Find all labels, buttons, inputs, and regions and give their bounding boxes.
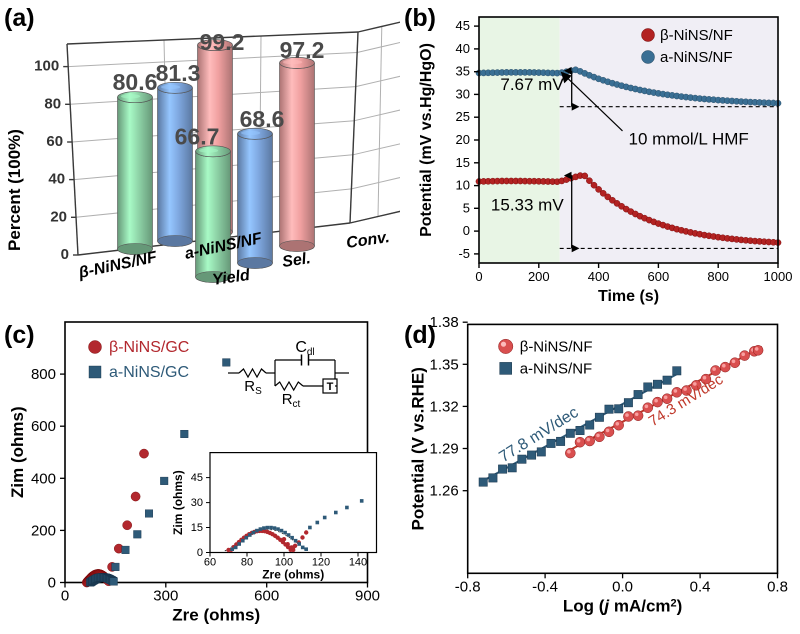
svg-text:81.3: 81.3 — [156, 60, 201, 86]
svg-text:1000: 1000 — [764, 269, 793, 284]
svg-text:200: 200 — [528, 269, 550, 284]
svg-text:β-NiNS/GC: β-NiNS/GC — [109, 339, 189, 356]
svg-text:60: 60 — [46, 133, 63, 150]
svg-text:100: 100 — [34, 58, 59, 75]
svg-text:0.4: 0.4 — [690, 578, 711, 595]
svg-text:0: 0 — [463, 223, 470, 238]
svg-text:Potential (mV vs.Hg/HgO): Potential (mV vs.Hg/HgO) — [418, 43, 435, 237]
svg-text:600: 600 — [254, 588, 279, 605]
svg-text:7.67 mV: 7.67 mV — [500, 75, 564, 94]
svg-text:35: 35 — [456, 64, 470, 79]
svg-text:Time (s): Time (s) — [598, 288, 659, 305]
svg-text:-5: -5 — [458, 246, 470, 261]
svg-text:25: 25 — [456, 109, 470, 124]
svg-text:68.6: 68.6 — [240, 106, 285, 132]
svg-text:80: 80 — [241, 557, 253, 569]
svg-text:40: 40 — [48, 171, 65, 188]
svg-text:0.8: 0.8 — [767, 578, 788, 595]
svg-text:20: 20 — [456, 132, 470, 147]
svg-text:800: 800 — [707, 269, 729, 284]
svg-text:20: 20 — [50, 208, 67, 225]
svg-text:Zim (ohms): Zim (ohms) — [8, 406, 27, 498]
svg-text:a-NiNS/NF: a-NiNS/NF — [520, 360, 593, 377]
svg-text:30: 30 — [456, 86, 470, 101]
svg-text:(d): (d) — [404, 321, 436, 349]
svg-text:80.6: 80.6 — [113, 69, 158, 95]
svg-text:45: 45 — [456, 18, 470, 33]
svg-text:a-NiNS/GC: a-NiNS/GC — [109, 364, 189, 381]
svg-text:Conv.: Conv. — [345, 229, 391, 252]
svg-text:99.2: 99.2 — [200, 29, 245, 55]
svg-text:400: 400 — [588, 269, 610, 284]
svg-text:0: 0 — [61, 588, 69, 605]
svg-text:β-NiNS/NF: β-NiNS/NF — [520, 338, 593, 355]
svg-text:600: 600 — [31, 418, 56, 435]
svg-text:15.33 mV: 15.33 mV — [491, 196, 564, 215]
svg-text:Percent (100%): Percent (100%) — [5, 129, 24, 251]
svg-text:40: 40 — [456, 41, 470, 56]
svg-text:15: 15 — [456, 155, 470, 170]
svg-text:800: 800 — [31, 366, 56, 383]
svg-text:5: 5 — [463, 200, 470, 215]
svg-text:1.35: 1.35 — [429, 356, 458, 373]
svg-text:Zre (ohms): Zre (ohms) — [172, 606, 260, 625]
svg-text:Zre (ohms): Zre (ohms) — [262, 568, 324, 582]
svg-text:0: 0 — [197, 547, 203, 559]
svg-text:-0.4: -0.4 — [532, 578, 558, 595]
svg-text:Sel.: Sel. — [281, 250, 312, 271]
svg-text:80: 80 — [44, 95, 61, 112]
svg-text:60: 60 — [204, 557, 216, 569]
svg-text:0: 0 — [61, 246, 69, 263]
svg-text:(c): (c) — [4, 321, 35, 349]
svg-text:0: 0 — [475, 269, 482, 284]
svg-text:Log (j mA/cm2): Log (j mA/cm2) — [563, 596, 683, 615]
svg-text:-0.8: -0.8 — [455, 578, 481, 595]
svg-text:Zim (ohms): Zim (ohms) — [171, 470, 185, 535]
svg-text:(a): (a) — [4, 4, 35, 32]
svg-text:45: 45 — [191, 472, 203, 484]
svg-text:0: 0 — [48, 575, 56, 592]
svg-text:0.0: 0.0 — [612, 578, 633, 595]
svg-text:1.29: 1.29 — [429, 441, 458, 458]
svg-text:1.32: 1.32 — [429, 398, 458, 415]
svg-text:200: 200 — [31, 522, 56, 539]
svg-text:Potential (V vs.RHE): Potential (V vs.RHE) — [409, 367, 428, 530]
svg-text:(b): (b) — [404, 4, 436, 32]
svg-text:140: 140 — [349, 557, 367, 569]
svg-text:400: 400 — [31, 470, 56, 487]
svg-text:97.2: 97.2 — [280, 37, 325, 63]
svg-text:1.26: 1.26 — [429, 483, 458, 500]
svg-text:900: 900 — [355, 588, 380, 605]
svg-text:15: 15 — [191, 522, 203, 534]
svg-text:a-NiNS/NF: a-NiNS/NF — [660, 49, 733, 66]
svg-text:600: 600 — [648, 269, 670, 284]
svg-text:10: 10 — [456, 178, 470, 193]
svg-text:300: 300 — [153, 588, 178, 605]
svg-text:T: T — [327, 381, 334, 393]
svg-text:10 mmol/L HMF: 10 mmol/L HMF — [629, 130, 749, 149]
svg-text:30: 30 — [191, 497, 203, 509]
svg-text:β-NiNS/NF: β-NiNS/NF — [660, 27, 733, 44]
svg-text:66.7: 66.7 — [175, 123, 220, 149]
